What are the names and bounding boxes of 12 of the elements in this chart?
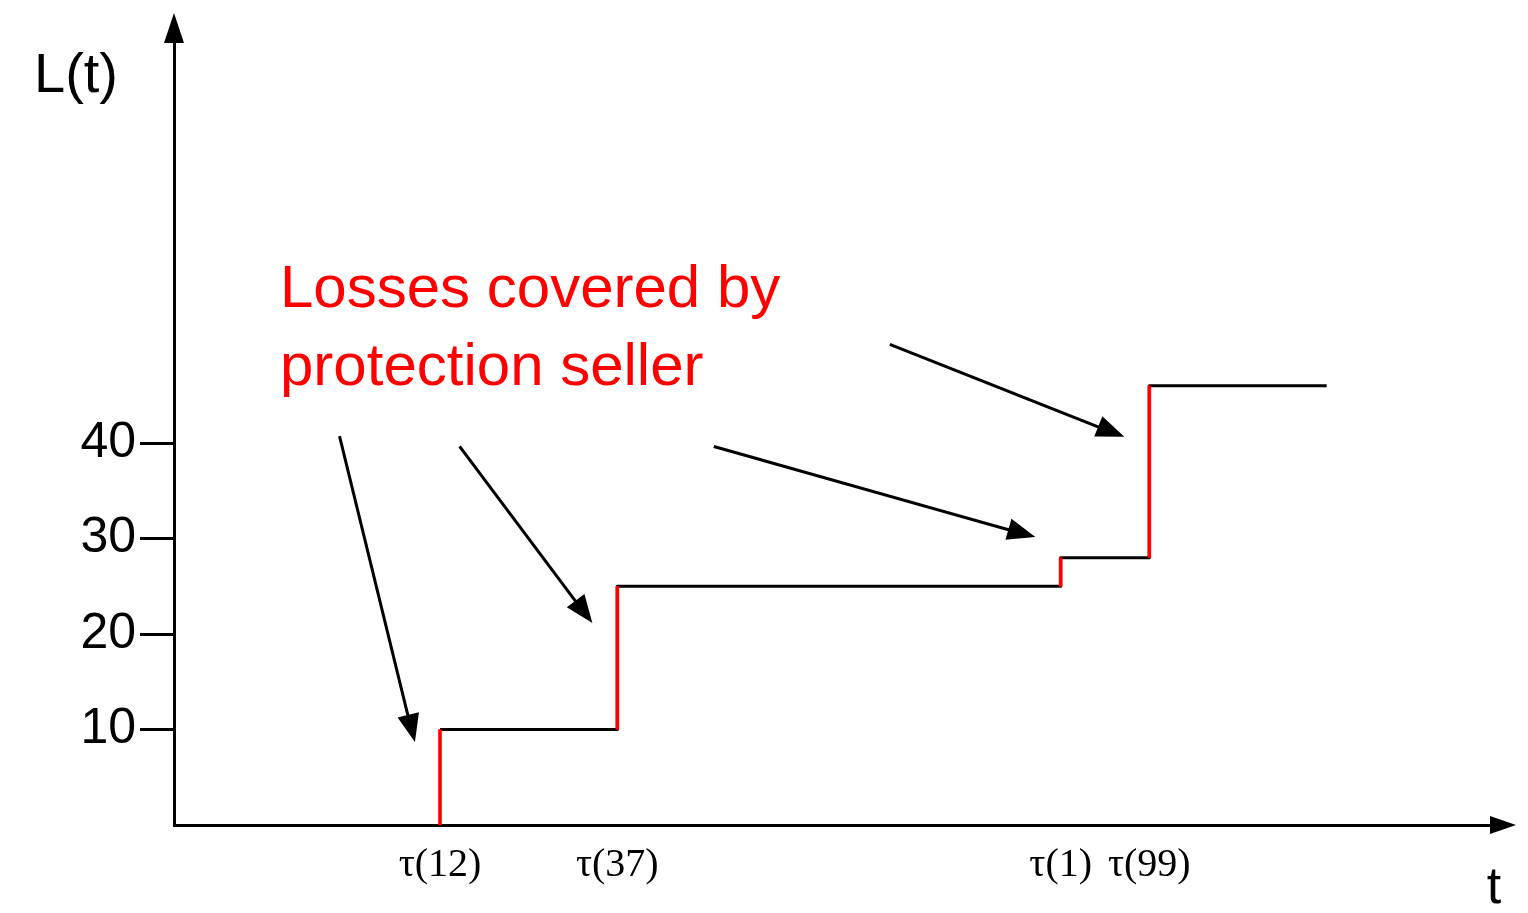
x-tick-label: τ(99) bbox=[1107, 839, 1191, 885]
y-tick-label: 20 bbox=[80, 602, 136, 659]
x-axis-title: t bbox=[1486, 856, 1502, 913]
y-tick-label: 40 bbox=[80, 411, 136, 468]
x-tick-label: τ(1) bbox=[1029, 839, 1093, 885]
x-tick-label: τ(37) bbox=[575, 839, 659, 885]
x-tick-label: τ(12) bbox=[398, 839, 482, 885]
y-tick-label: 10 bbox=[80, 698, 136, 755]
bar bbox=[438, 729, 442, 825]
annotation: Losses covered by protection seller bbox=[280, 252, 782, 400]
y-axis-title: L(t) bbox=[34, 41, 118, 104]
y-tick-label: 30 bbox=[80, 507, 136, 564]
